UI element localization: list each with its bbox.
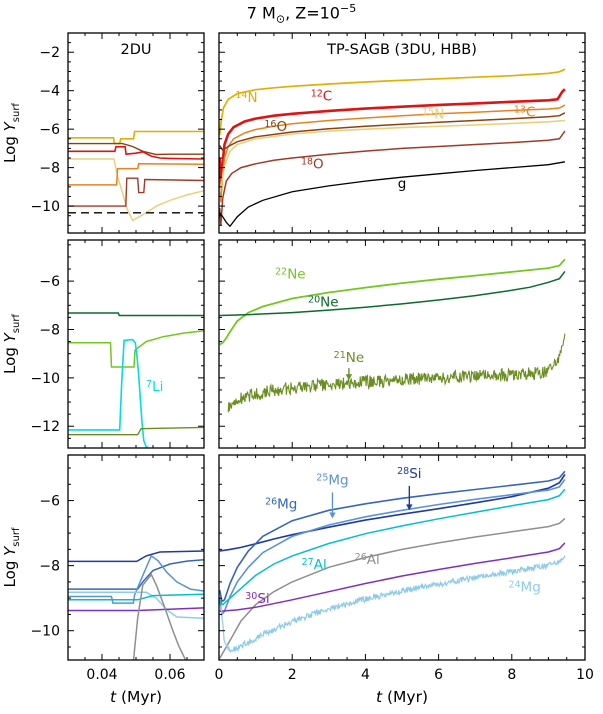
y-tick-label: −10 (30, 624, 60, 640)
y-tick-label: −6 (39, 494, 60, 510)
y-tick-label: −8 (39, 559, 60, 575)
series-30Si (68, 607, 204, 612)
series-12C (219, 88, 566, 191)
annotation-15N: 15N (422, 107, 444, 123)
pointer-arrowhead (406, 504, 413, 511)
annotation-16O: 16O (264, 119, 287, 135)
annotation-26Al: 26Al (355, 552, 380, 568)
annotation-g: g (398, 176, 407, 192)
series-16O (219, 112, 566, 152)
series-24Mg (220, 555, 566, 654)
annotation-7Li: 7Li (146, 379, 163, 395)
series-18O (219, 130, 566, 226)
x-tick-label: 8 (507, 667, 516, 683)
y-tick-label: −6 (39, 274, 60, 290)
x-tick-label: 0 (215, 667, 224, 683)
axis-ticks (67, 455, 205, 660)
series-13C (68, 163, 204, 186)
series-14N (219, 68, 566, 135)
y-tick-label: −10 (30, 371, 60, 387)
panel-title: TP-SAGB (3DU, HBB) (326, 42, 477, 58)
pointer-arrowhead (345, 374, 353, 381)
x-tick-label: 10 (576, 667, 594, 683)
panel-title: 2DU (120, 42, 151, 58)
series-30Si (219, 542, 566, 612)
x-tick-label: 4 (361, 667, 370, 683)
series-28Si (68, 550, 204, 563)
series-26Al (132, 573, 186, 660)
panel-frame (67, 32, 205, 234)
annotation-24Mg: 24Mg (508, 580, 540, 596)
pointer-arrowhead (329, 512, 336, 519)
series-15N (219, 119, 565, 193)
annotation-27Al: 27Al (302, 557, 327, 573)
annotation-30Si: 30Si (245, 591, 269, 607)
series-20Ne (219, 270, 566, 317)
series-22Ne (68, 329, 204, 368)
axis-ticks (218, 455, 586, 660)
series-g (219, 161, 566, 228)
series-24Mg (68, 591, 204, 620)
y-tick-label: −10 (30, 199, 60, 215)
y-tick-label: −8 (39, 322, 60, 338)
y-tick-label: −6 (39, 122, 60, 138)
series-21Ne (227, 333, 566, 413)
series-26Mg (219, 470, 566, 603)
figure-title: 7 M⊙, Z=10−5 (0, 2, 603, 26)
x-tick-label: 0.06 (154, 667, 185, 683)
sun-symbol: ⊙ (275, 12, 286, 26)
title-exponent: −5 (339, 2, 357, 15)
axis-ticks (218, 32, 586, 233)
series-27Al (219, 488, 566, 606)
annotation-21Ne: 21Ne (334, 350, 365, 366)
series-18O (68, 177, 204, 207)
series-20Ne (68, 312, 204, 317)
series-27Al (68, 593, 204, 601)
axis-ticks (67, 32, 205, 233)
x-tick-label: 0.04 (86, 667, 117, 683)
title-metallicity: , Z=10 (285, 3, 340, 23)
panel-frame (218, 32, 586, 234)
annotation-20Ne: 20Ne (308, 295, 339, 311)
title-mass: 7 M (246, 3, 276, 23)
series-14N (68, 130, 204, 145)
x-axis-label: t (Myr) (110, 688, 162, 706)
series-13C (219, 104, 566, 203)
series-22Ne (219, 258, 566, 346)
series-25Mg (68, 554, 204, 604)
x-tick-label: 2 (288, 667, 297, 683)
annotation-14N: 14N (235, 90, 257, 106)
annotation-12C: 12C (311, 88, 333, 104)
y-tick-label: −2 (39, 45, 60, 61)
series-15N (68, 158, 204, 222)
y-axis-label: Log Ysurf (1, 527, 22, 587)
x-tick-label: 6 (434, 667, 443, 683)
axis-ticks (218, 240, 586, 448)
annotation-18O: 18O (301, 157, 324, 173)
annotation-13C: 13C (514, 105, 536, 121)
series-21Ne (68, 426, 204, 436)
panel-frame (218, 239, 586, 449)
y-axis-label: Log Ysurf (1, 314, 22, 374)
annotation-25Mg: 25Mg (316, 472, 348, 488)
y-tick-label: −8 (39, 161, 60, 177)
series-7Li (68, 338, 149, 448)
axis-ticks (67, 240, 205, 448)
x-axis-label: t (Myr) (376, 688, 428, 706)
y-axis-label: Log Ysurf (1, 103, 22, 163)
series-12C (68, 146, 204, 160)
series-26Al (219, 517, 566, 659)
y-tick-label: −4 (39, 84, 60, 100)
series-25Mg (219, 478, 566, 617)
annotation-26Mg: 26Mg (265, 497, 297, 513)
annotation-22Ne: 22Ne (275, 267, 306, 283)
y-tick-label: −12 (30, 419, 60, 435)
annotation-28Si: 28Si (397, 466, 421, 482)
